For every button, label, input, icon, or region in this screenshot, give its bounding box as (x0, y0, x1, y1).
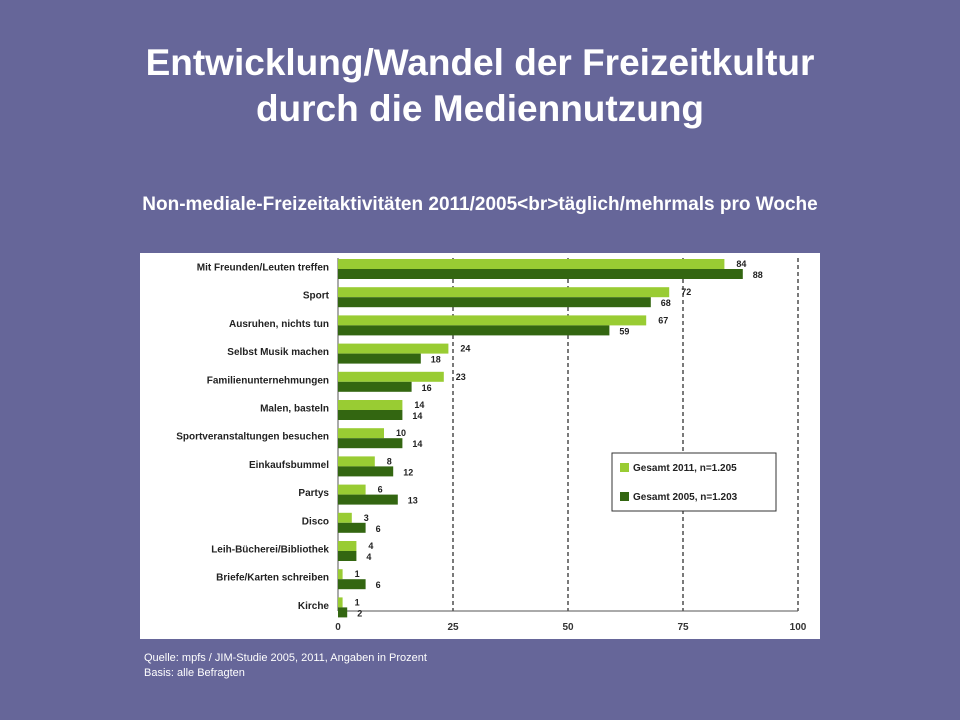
data-label-2011: 1 (355, 597, 360, 607)
bar-2005 (338, 522, 366, 533)
bar-2005 (338, 438, 403, 449)
x-tick-label: 0 (335, 622, 341, 633)
category-label: Disco (302, 516, 329, 527)
x-tick-label: 25 (447, 622, 459, 633)
legend-box (611, 452, 777, 512)
source-line: Quelle: mpfs / JIM-Studie 2005, 2011, An… (144, 652, 427, 664)
data-label-2005: 4 (366, 552, 371, 562)
bar-2005 (338, 551, 357, 561)
data-label-2011: 10 (396, 428, 406, 438)
data-label-2005: 14 (412, 411, 422, 421)
bar-2011 (338, 512, 352, 523)
bar-2011 (338, 371, 444, 382)
data-label-2011: 23 (456, 372, 466, 382)
bar-2005 (338, 353, 421, 364)
category-label: Ausruhen, nichts tun (229, 319, 329, 330)
bar-2005 (338, 579, 366, 590)
category-label: Leih-Bücherei/Bibliothek (211, 545, 329, 556)
data-label-2011: 1 (355, 569, 360, 579)
data-label-2011: 67 (658, 315, 668, 325)
bar-2011 (338, 287, 670, 298)
bar-2005 (338, 466, 394, 477)
bar-2011 (338, 343, 449, 354)
bar-2005 (338, 494, 398, 505)
bar-2011 (338, 456, 375, 467)
slide-title-line-2: durch die Mediennutzung (255, 88, 705, 129)
data-label-2011: 72 (681, 287, 691, 297)
data-label-2005: 16 (422, 383, 432, 393)
data-label-2011: 24 (460, 344, 470, 354)
data-label-2011: 6 (378, 485, 383, 495)
slide-title: Entwicklung/Wandel der Freizeitkultur du… (0, 40, 960, 132)
data-label-2011: 84 (736, 259, 746, 269)
bar-2011 (338, 428, 384, 439)
source-note: Quelle: mpfs / JIM-Studie 2005, 2011, An… (144, 651, 427, 681)
basis-line: Basis: alle Befragten (144, 667, 245, 679)
category-label: Selbst Musik machen (227, 347, 329, 358)
bar-2011 (338, 484, 366, 495)
bar-2011 (338, 259, 725, 269)
category-label: Sportveranstaltungen besuchen (176, 432, 329, 443)
legend-label-2005: Gesamt 2005, n=1.203 (633, 492, 738, 503)
category-label: Einkaufsbummel (249, 460, 329, 471)
category-label: Kirche (298, 601, 330, 612)
bar-2011 (338, 400, 403, 410)
slide-title-line-1: Entwicklung/Wandel der Freizeitkultur (145, 42, 815, 83)
x-tick-label: 50 (562, 622, 574, 633)
chart-subtitle: Non-mediale-Freizeitaktivitäten 2011/200… (142, 194, 818, 215)
data-label-2005: 68 (661, 298, 671, 308)
data-label-2005: 18 (431, 355, 441, 365)
bar-2011 (338, 597, 343, 608)
bar-2005 (338, 410, 403, 420)
bar-2011 (338, 569, 343, 580)
data-label-2005: 6 (376, 580, 381, 590)
data-label-2005: 13 (408, 496, 418, 506)
data-label-2005: 14 (412, 439, 422, 449)
category-label: Familienunternehmungen (207, 375, 329, 386)
data-label-2005: 6 (376, 524, 381, 534)
data-label-2005: 59 (619, 326, 629, 336)
category-label: Briefe/Karten schreiben (216, 573, 329, 584)
data-label-2005: 88 (753, 270, 763, 280)
data-label-2011: 14 (414, 400, 424, 410)
chart-panel: 0 25 50 75 100 Mit Freunden/Leuten treffen 84 8… (140, 253, 820, 639)
category-label: Partys (298, 488, 329, 499)
data-label-2005: 12 (403, 467, 413, 477)
data-label-2011: 4 (368, 541, 373, 551)
category-label: Malen, basteln (260, 404, 329, 415)
legend-swatch-2011 (620, 463, 629, 472)
x-tick-label: 100 (790, 622, 807, 633)
bar-2011 (338, 315, 647, 326)
data-label-2011: 8 (387, 456, 392, 466)
bar-2005 (338, 269, 743, 279)
bar-2005 (338, 607, 348, 618)
bar-2005 (338, 325, 610, 336)
bar-2011 (338, 541, 357, 551)
legend-label-2011: Gesamt 2011, n=1.205 (633, 463, 737, 474)
legend-swatch-2005 (620, 492, 629, 501)
category-label: Sport (303, 291, 330, 302)
data-label-2011: 3 (364, 513, 369, 523)
category-label: Mit Freunden/Leuten treffen (197, 263, 329, 274)
bar-2005 (338, 297, 651, 308)
bar-2005 (338, 381, 412, 392)
x-tick-label: 75 (677, 622, 689, 633)
data-label-2005: 2 (357, 608, 362, 618)
